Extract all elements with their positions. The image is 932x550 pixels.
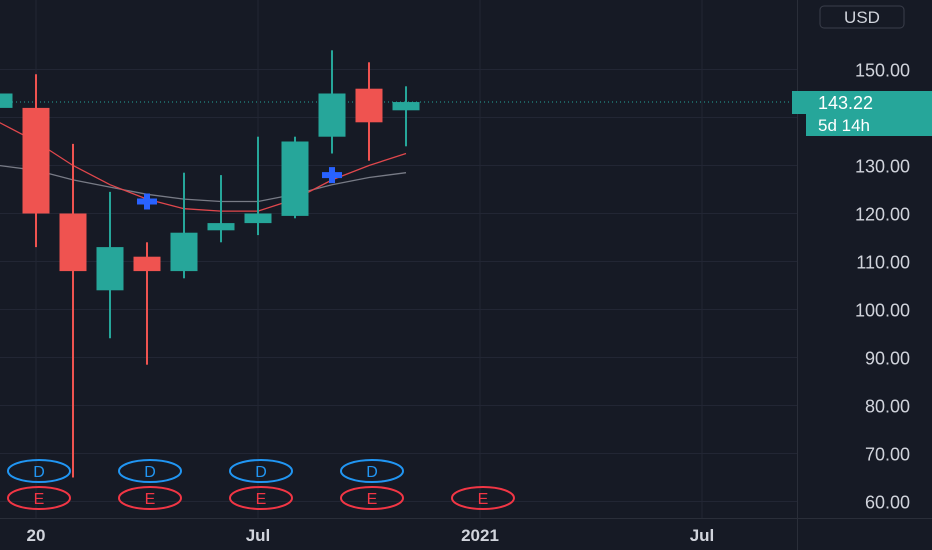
markers	[137, 167, 342, 210]
candle[interactable]	[355, 62, 383, 161]
earnings-marker[interactable]: E	[118, 486, 182, 510]
candle-body	[59, 213, 87, 272]
earnings-marker[interactable]: E	[7, 486, 71, 510]
candle-body	[392, 102, 420, 111]
currency-label: USD	[844, 8, 880, 27]
candle[interactable]	[59, 143, 87, 478]
dividend-marker-label: D	[366, 464, 378, 481]
candle[interactable]	[170, 172, 198, 279]
last-price-value: 143.22	[818, 93, 873, 113]
candle[interactable]	[392, 86, 420, 147]
marker-bar-v	[329, 167, 335, 184]
earnings-marker-ring	[340, 486, 404, 510]
marker-plus[interactable]	[322, 167, 342, 184]
earnings-marker-label: E	[34, 491, 45, 508]
dividend-marker[interactable]: D	[340, 459, 404, 483]
earnings-marker-label: E	[256, 491, 267, 508]
price-tick-label: 130.00	[855, 157, 910, 177]
candle-body	[133, 256, 161, 272]
dividend-marker[interactable]: D	[118, 459, 182, 483]
ma-slow-line	[0, 164, 407, 203]
candle-body	[22, 107, 50, 214]
dividend-marker-label: D	[33, 464, 45, 481]
dividend-marker-ring	[340, 459, 404, 483]
price-tick-label: 120.00	[855, 205, 910, 225]
earnings-marker-ring	[451, 486, 515, 510]
candle[interactable]	[133, 242, 161, 365]
earnings-marker-label: E	[478, 491, 489, 508]
last-price-box	[792, 91, 932, 114]
candle[interactable]	[318, 50, 346, 154]
price-axis: 60.00 70.00 80.00 90.00 100.00 110.00 120.00 13…	[855, 61, 910, 513]
bar-countdown: 5d 14h	[806, 114, 932, 136]
price-tick-label: 70.00	[865, 445, 910, 465]
time-tick-label: 20	[27, 526, 46, 545]
candle-body	[96, 247, 124, 291]
marker-bar-v	[144, 193, 150, 210]
candle-body	[318, 93, 346, 137]
countdown-value: 5d 14h	[818, 116, 870, 135]
earnings-marker[interactable]: E	[229, 486, 293, 510]
candle[interactable]	[281, 136, 309, 219]
candle-body	[170, 232, 198, 272]
countdown-box	[806, 114, 932, 136]
time-tick-label: Jul	[690, 526, 715, 545]
candle[interactable]	[0, 79, 13, 127]
candle[interactable]	[244, 136, 272, 236]
earnings-marker-ring	[7, 486, 71, 510]
earnings-marker[interactable]: E	[340, 486, 404, 510]
currency-badge-box	[819, 5, 905, 29]
earnings-marker-ring	[229, 486, 293, 510]
earnings-marker-label: E	[367, 491, 378, 508]
dividend-marker[interactable]: D	[229, 459, 293, 483]
price-tick-label: 150.00	[855, 61, 910, 81]
price-tick-label: 90.00	[865, 349, 910, 369]
earnings-marker[interactable]: E	[451, 486, 515, 510]
candle-body	[0, 93, 13, 108]
candle[interactable]	[207, 175, 235, 243]
last-price-label: 143.22	[792, 91, 932, 114]
candles	[0, 50, 420, 478]
candle-body	[355, 88, 383, 123]
price-tick-label: 80.00	[865, 397, 910, 417]
candle-body	[244, 213, 272, 224]
dividend-marker-label: D	[255, 464, 267, 481]
time-tick-label: 2021	[461, 526, 499, 545]
candle[interactable]	[96, 191, 124, 339]
currency-badge[interactable]: USD	[819, 5, 905, 29]
marker-plus[interactable]	[137, 193, 157, 210]
price-tick-label: 100.00	[855, 301, 910, 321]
candle-body	[207, 223, 235, 231]
price-tick-label: 110.00	[856, 253, 910, 273]
dividend-marker-ring	[118, 459, 182, 483]
dividend-marker-ring	[229, 459, 293, 483]
event-markers: D D D DE E E E E	[7, 459, 515, 510]
candle[interactable]	[22, 74, 50, 248]
price-tick-label: 60.00	[865, 493, 910, 513]
dividend-marker[interactable]: D	[7, 459, 71, 483]
time-axis: 20 Jul 2021 Jul	[27, 526, 715, 545]
earnings-marker-ring	[118, 486, 182, 510]
earnings-marker-label: E	[145, 491, 156, 508]
time-tick-label: Jul	[246, 526, 271, 545]
dividend-marker-ring	[7, 459, 71, 483]
dividend-marker-label: D	[144, 464, 156, 481]
candle-body	[281, 141, 309, 216]
